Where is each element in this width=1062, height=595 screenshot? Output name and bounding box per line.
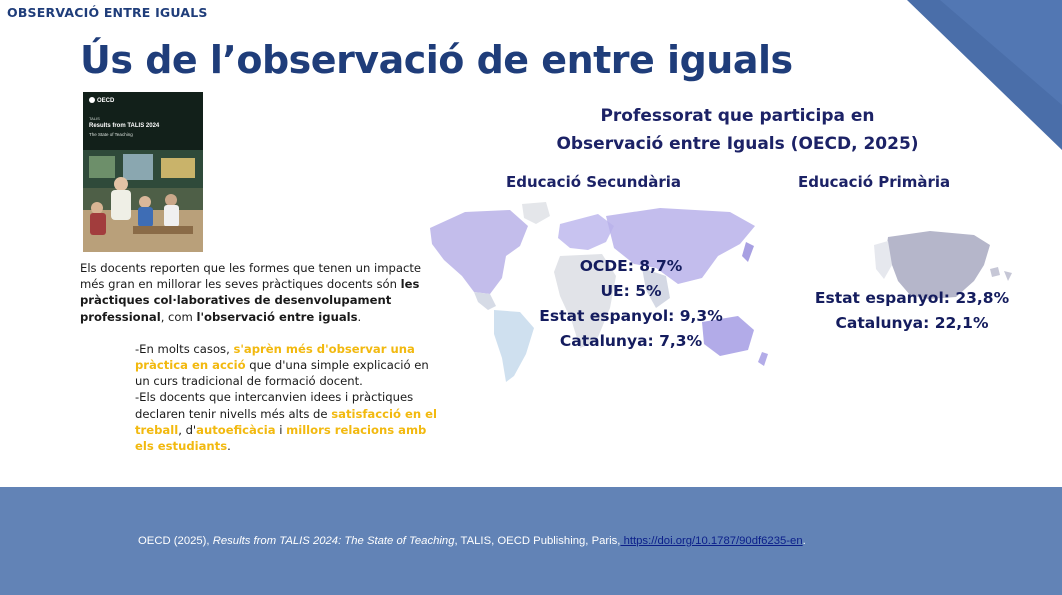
paragraph-observe: -En molts casos, s'aprèn més d'observar … <box>135 341 429 389</box>
stat-ue-secondary: UE: 5% <box>600 282 662 300</box>
stat-catalonia-primary: Catalunya: 22,1% <box>835 314 989 332</box>
world-map <box>430 202 768 382</box>
infographic-title: Professorat que participa en Observació … <box>556 106 919 154</box>
cover-series-label: TALIS <box>89 116 100 121</box>
body-text: Els docents reporten que les formes que … <box>80 260 445 454</box>
stat-spain-primary: Estat espanyol: 23,8% <box>814 289 1010 307</box>
primary-heading: Educació Primària <box>798 173 951 191</box>
classroom-photo <box>83 150 203 252</box>
stat-catalonia-secondary: Catalunya: 7,3% <box>559 332 703 350</box>
cover-title: Results from TALIS 2024 <box>89 123 160 129</box>
report-cover-image: OECD TALIS Results from TALIS 2024 The S… <box>83 92 203 252</box>
secondary-stats: OCDE: 8,7% UE: 5% Estat espanyol: 9,3% C… <box>536 254 726 354</box>
section-label: OBSERVACIÓ ENTRE IGUALS <box>7 5 208 20</box>
citation: OECD (2025), Results from TALIS 2024: Th… <box>138 535 806 547</box>
paragraph-impact: Els docents reporten que les formes que … <box>80 261 422 324</box>
spain-map <box>874 231 1012 299</box>
primary-stats: Estat espanyol: 23,8% Catalunya: 22,1% <box>808 286 1016 336</box>
doi-link[interactable]: https://doi.org/10.1787/90df6235-en <box>620 535 803 547</box>
oecd-logo: OECD <box>89 97 114 104</box>
secondary-heading: Educació Secundària <box>506 173 681 191</box>
paragraph-exchange: -Els docents que intercanvien idees i pr… <box>135 390 437 454</box>
footer-band: OECD (2025), Results from TALIS 2024: Th… <box>0 487 1062 595</box>
stat-ocde-secondary: OCDE: 8,7% <box>579 257 683 275</box>
cover-subtitle: The State of Teaching <box>89 132 133 137</box>
page-title: Ús de l’observació de entre iguals <box>80 38 793 82</box>
stat-spain-secondary: Estat espanyol: 9,3% <box>539 307 723 325</box>
corner-decoration <box>907 0 1062 150</box>
